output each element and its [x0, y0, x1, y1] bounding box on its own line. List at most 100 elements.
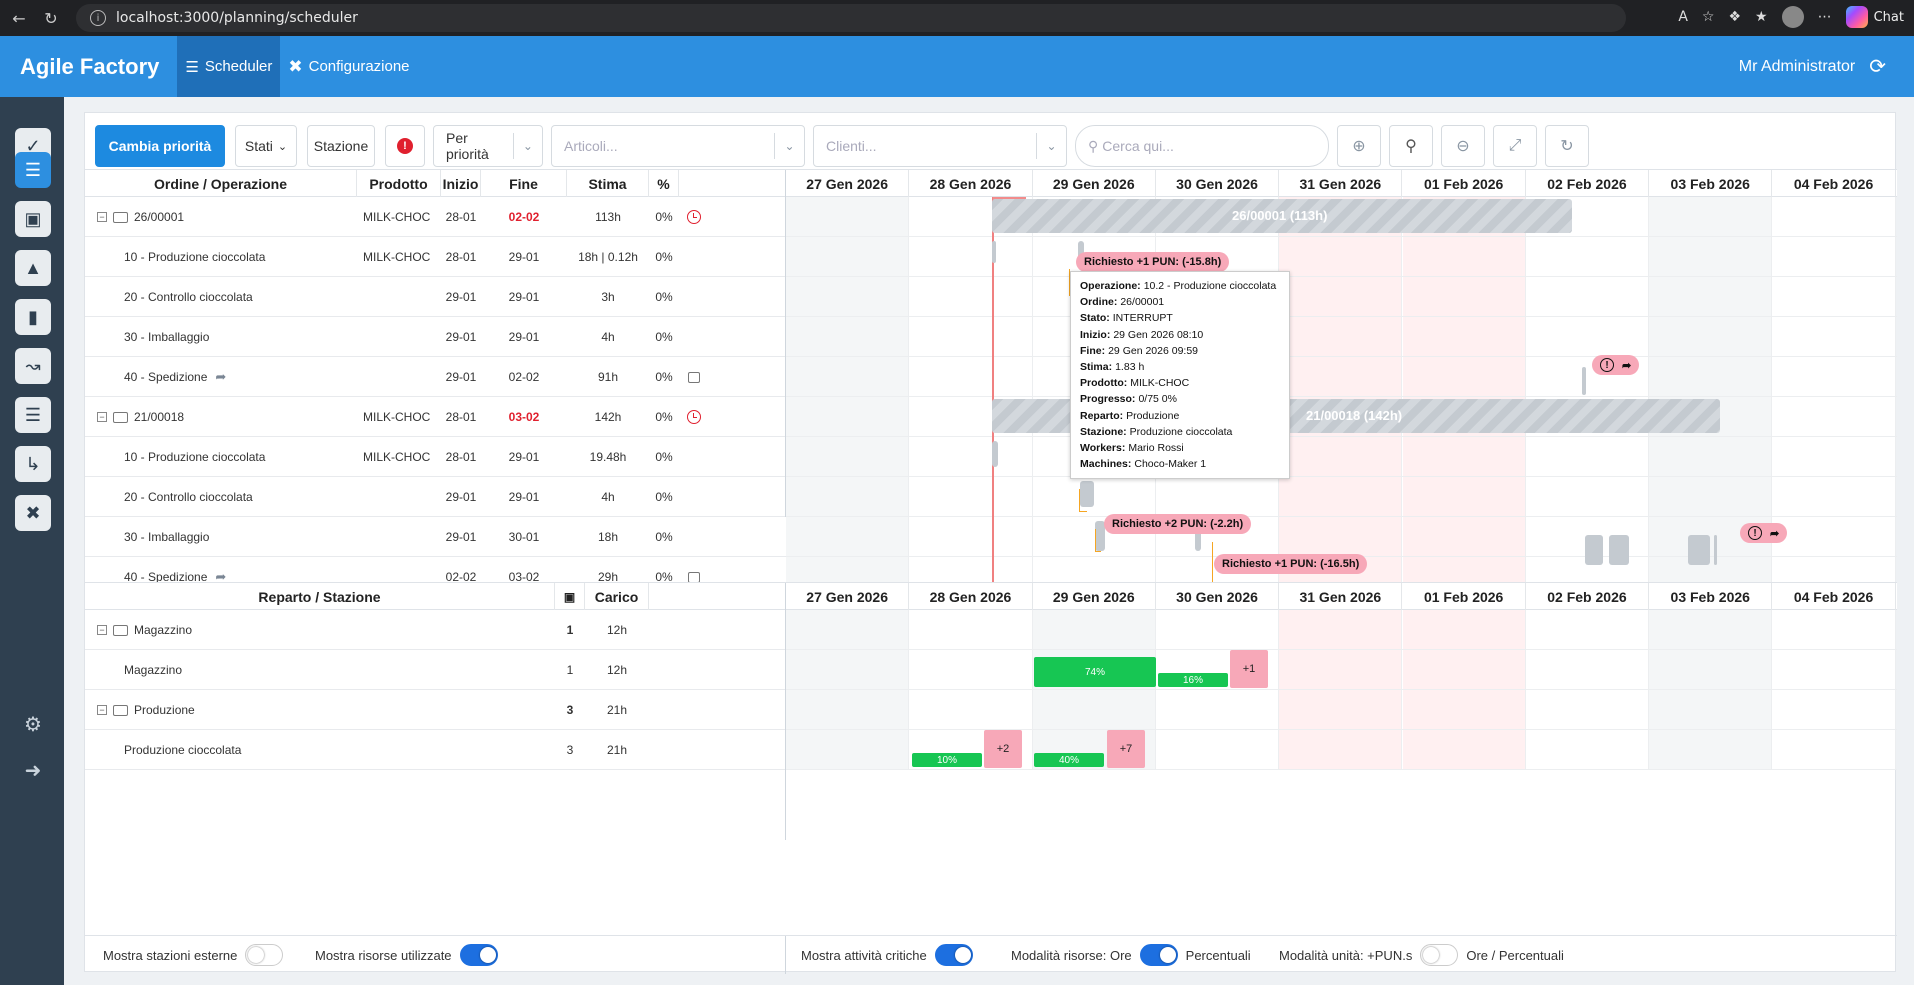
more-icon[interactable]: ⋯: [1817, 9, 1832, 25]
requirement-tag[interactable]: Richiesto +1 PUN: (-15.8h): [1076, 252, 1230, 272]
articles-select[interactable]: Articoli... ⌄: [551, 125, 805, 167]
res-mode-toggle[interactable]: [1139, 944, 1178, 966]
logout-swirl-icon[interactable]: ⟳: [1869, 56, 1886, 78]
cell-start: 29-01: [445, 370, 477, 384]
alert-pill[interactable]: ! ➦: [1592, 355, 1640, 375]
info-icon[interactable]: i: [90, 10, 106, 26]
clients-select[interactable]: Clienti... ⌄: [813, 125, 1067, 167]
read-aloud-icon[interactable]: A: [1678, 9, 1688, 25]
operation-bar[interactable]: [1095, 521, 1105, 551]
load-bar[interactable]: 10%: [912, 753, 982, 767]
tab-configurazione[interactable]: ✖ Configurazione: [280, 36, 417, 97]
department-row[interactable]: − Magazzino 1 12h: [85, 610, 786, 650]
col-order[interactable]: Ordine / Operazione: [85, 170, 357, 197]
operation-bar[interactable]: [1582, 367, 1586, 395]
operation-bar[interactable]: [1195, 521, 1201, 551]
station-row[interactable]: Produzione cioccolata 3 21h: [85, 730, 786, 770]
operation-bar[interactable]: [992, 441, 998, 467]
cell-end: 29-01: [508, 490, 540, 504]
sidebar-item-scheduler[interactable]: ☰: [15, 152, 51, 188]
operation-row[interactable]: 40 - Spedizione ➦ 29-01 02-02 91h 0%: [85, 357, 786, 397]
operation-row[interactable]: 10 - Produzione cioccolata MILK-CHOC 28-01…: [85, 237, 786, 277]
load-bar[interactable]: 74%: [1034, 657, 1156, 687]
operation-row[interactable]: 30 - Imballaggio 29-01 29-01 4h 0%: [85, 317, 786, 357]
zoom-in-button[interactable]: ⊕: [1337, 125, 1381, 167]
col-product[interactable]: Prodotto: [357, 170, 441, 197]
reload-icon[interactable]: ↻: [44, 8, 58, 28]
sidebar-item-tools[interactable]: ✖: [15, 495, 51, 531]
refresh-button[interactable]: ↻: [1545, 125, 1589, 167]
critical-toggle[interactable]: [934, 944, 973, 966]
ext-stations-toggle[interactable]: [245, 944, 284, 966]
sidebar-item-line-chart[interactable]: ↝: [15, 348, 51, 384]
operation-row[interactable]: 10 - Produzione cioccolata MILK-CHOC 28-01…: [85, 437, 786, 477]
alert-pill[interactable]: ! ➦: [1740, 523, 1788, 543]
collapse-icon[interactable]: −: [97, 625, 107, 635]
sidebar-item-save[interactable]: ▣: [15, 201, 51, 237]
user-name[interactable]: Mr Administrator: [1738, 57, 1856, 75]
operation-row[interactable]: 20 - Controllo cioccolata 29-01 29-01 3h 0%: [85, 277, 786, 317]
station-button[interactable]: Stazione: [307, 125, 375, 167]
change-priority-button[interactable]: Cambia priorità: [95, 125, 225, 167]
alert-filter-button[interactable]: !: [385, 125, 425, 167]
order-row[interactable]: − 21/00018 MILK-CHOC 28-01 03-02 142h 0%: [85, 397, 786, 437]
address-bar[interactable]: i localhost:3000/planning/scheduler: [76, 4, 1626, 32]
zoom-reset-button[interactable]: ⚲: [1389, 125, 1433, 167]
profile-avatar[interactable]: [1781, 6, 1804, 28]
favorites-list-icon[interactable]: ★: [1755, 9, 1768, 25]
requirement-tag[interactable]: Richiesto +2 PUN: (-2.2h): [1104, 514, 1252, 534]
zoom-out-button[interactable]: ⊖: [1441, 125, 1485, 167]
collapse-icon[interactable]: −: [97, 212, 107, 222]
col-start[interactable]: Inizio: [441, 170, 481, 197]
sidebar-item-list[interactable]: ☰: [15, 397, 51, 433]
settings-gear-icon[interactable]: ⚙: [24, 713, 42, 736]
cell-estimate: 18h: [597, 530, 619, 544]
back-icon[interactable]: ←: [12, 8, 26, 28]
operation-bar[interactable]: [992, 241, 996, 263]
unit-mode-toggle[interactable]: [1420, 944, 1459, 966]
operation-bar[interactable]: [1688, 535, 1710, 565]
extensions-icon[interactable]: ❖: [1728, 9, 1742, 25]
sidebar-item-bar-chart[interactable]: ▮: [15, 299, 51, 335]
requirement-tag[interactable]: Richiesto +1 PUN: (-16.5h): [1214, 554, 1368, 574]
col-pct[interactable]: %: [649, 170, 679, 197]
operation-bar[interactable]: [1609, 535, 1629, 565]
load-bar[interactable]: 16%: [1158, 673, 1228, 687]
favorite-icon[interactable]: ☆: [1701, 9, 1715, 25]
station-row[interactable]: Magazzino 1 12h: [85, 650, 786, 690]
search-input[interactable]: ⚲ Cerca qui...: [1075, 125, 1329, 167]
states-dropdown[interactable]: Stati ⌄: [235, 125, 297, 167]
operation-row[interactable]: 30 - Imballaggio 29-01 30-01 18h 0%: [85, 517, 786, 557]
sidebar-item-area-chart[interactable]: ▲: [15, 250, 51, 286]
brand-logo[interactable]: Agile Factory: [20, 53, 160, 79]
department-row[interactable]: − Produzione 3 21h: [85, 690, 786, 730]
sort-select[interactable]: Per priorità ⌄: [433, 125, 543, 167]
col-station[interactable]: Reparto / Stazione: [85, 583, 555, 610]
operation-bar[interactable]: [1080, 481, 1094, 507]
operation-bar[interactable]: [1585, 535, 1603, 565]
order-summary-bar[interactable]: 26/00001 (113h): [992, 199, 1572, 233]
used-resources-toggle[interactable]: [459, 944, 498, 966]
overload-block[interactable]: +1: [1230, 650, 1268, 688]
order-row[interactable]: − 26/00001 MILK-CHOC 28-01 02-02 113h 0%: [85, 197, 786, 237]
tab-scheduler[interactable]: ☰ Scheduler: [177, 36, 281, 97]
operation-row[interactable]: 40 - Spedizione ➦ 02-02 03-02 29h 0%: [85, 557, 786, 597]
operation-row[interactable]: 20 - Controllo cioccolata 29-01 29-01 4h 0%: [85, 477, 786, 517]
fit-screen-button[interactable]: ⤢: [1493, 125, 1537, 167]
overload-block[interactable]: +7: [1107, 730, 1145, 768]
row-line: [786, 516, 1897, 517]
clipboard-check-icon: ✓: [25, 135, 41, 156]
col-end[interactable]: Fine: [481, 170, 567, 197]
operation-bar[interactable]: [1714, 535, 1717, 565]
logout-icon[interactable]: ➜: [24, 759, 42, 782]
overload-block[interactable]: +2: [984, 730, 1022, 768]
collapse-icon[interactable]: −: [97, 412, 107, 422]
operation-name: 10 - Produzione cioccolata: [124, 450, 266, 464]
chat-button[interactable]: Chat: [1845, 6, 1904, 28]
col-estimate[interactable]: Stima: [567, 170, 649, 197]
collapse-icon[interactable]: −: [97, 705, 107, 715]
floppy-icon: ▣: [24, 208, 42, 229]
col-load[interactable]: Carico: [585, 583, 649, 610]
load-bar[interactable]: 40%: [1034, 753, 1104, 767]
sidebar-item-routing[interactable]: ↳: [15, 446, 51, 482]
